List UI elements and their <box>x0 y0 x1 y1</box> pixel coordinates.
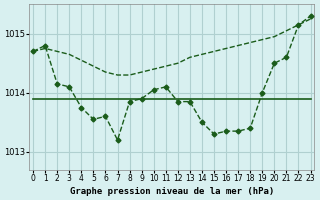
X-axis label: Graphe pression niveau de la mer (hPa): Graphe pression niveau de la mer (hPa) <box>70 187 274 196</box>
